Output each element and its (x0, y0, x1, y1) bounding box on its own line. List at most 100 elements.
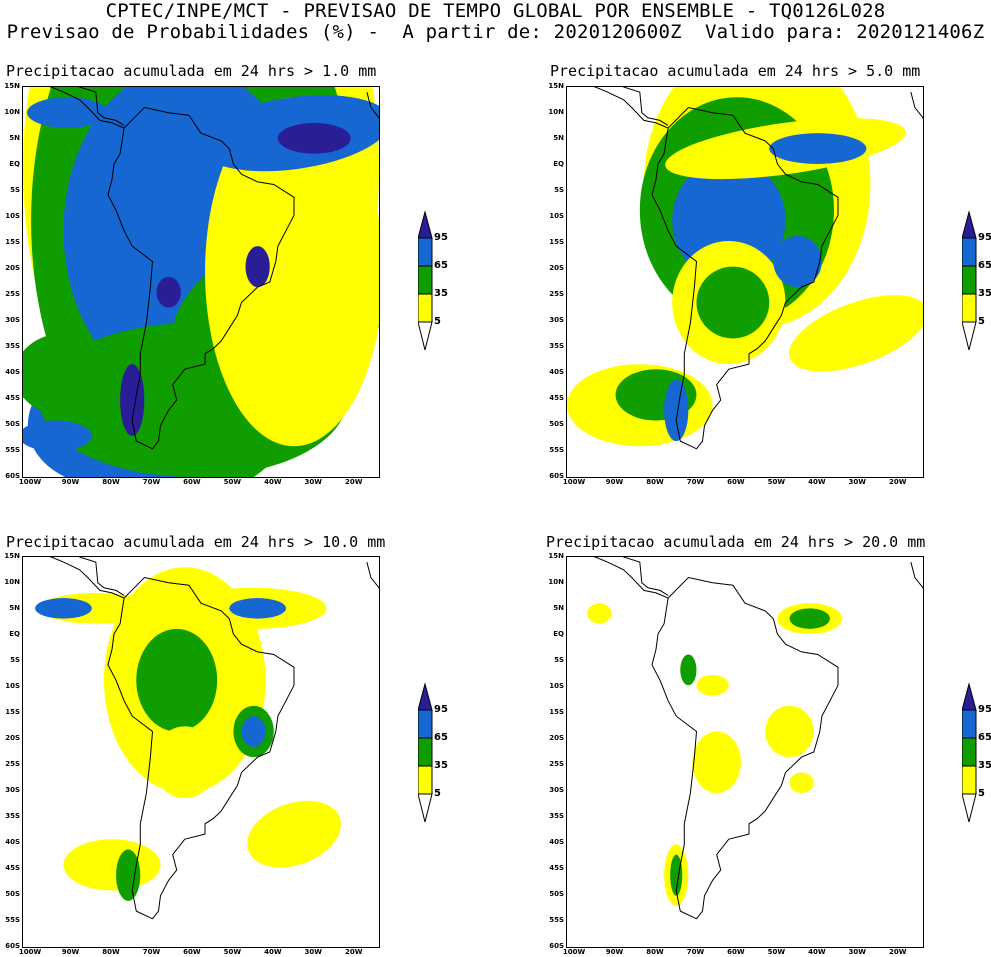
latitude-tick-label: 15S (549, 708, 564, 716)
colorbar-label: 5 (434, 316, 441, 327)
longitude-tick-label: 60W (727, 478, 745, 486)
colorbar-segment (417, 793, 433, 823)
probability-region (247, 800, 341, 868)
latitude-tick-label: 20S (5, 264, 20, 272)
latitude-tick-label: 35S (549, 342, 564, 350)
colorbar-2: 95 65 35 5 (961, 210, 991, 355)
latitude-tick-label: 60S (549, 942, 564, 950)
coastline (593, 87, 669, 129)
latitude-tick-label: 35S (5, 342, 20, 350)
latitude-tick-label: 45S (549, 394, 564, 402)
longitude-tick-label: 30W (304, 478, 322, 486)
probability-region (789, 608, 830, 629)
map-canvas (23, 87, 379, 477)
map-panel-1mm (22, 86, 380, 478)
longitude-tick-label: 40W (808, 478, 826, 486)
probability-region (23, 333, 112, 416)
probability-region (670, 854, 683, 896)
longitude-tick-label: 50W (767, 478, 786, 486)
colorbar-segment (961, 765, 977, 795)
longitude-tick-label: 20W (888, 948, 907, 956)
latitude-tick-label: 15N (548, 82, 564, 90)
colorbar-segment (417, 210, 433, 239)
latitude-tick-label: 5S (554, 186, 564, 194)
latitude-tick-label: 15N (4, 82, 20, 90)
colorbar-label: 35 (978, 288, 991, 299)
latitude-tick-label: 45S (549, 864, 564, 872)
latitude-tick-label: 20S (549, 264, 564, 272)
panel-title-3: Precipitacao acumulada em 24 hrs > 10.0 … (6, 533, 386, 551)
latitude-tick-label: 10N (4, 108, 20, 116)
latitude-tick-label: 55S (5, 446, 20, 454)
longitude-tick-label: 70W (142, 478, 161, 486)
latitude-tick-label: 10N (4, 578, 20, 586)
colorbar-segment (417, 321, 433, 351)
latitude-tick-label: 15S (5, 708, 20, 716)
latitude-tick-label: 15S (549, 238, 564, 246)
longitude-tick-label: 20W (344, 948, 363, 956)
latitude-tick-label: 55S (549, 446, 564, 454)
south-america-coastline (651, 106, 839, 450)
colorbar-segment (417, 237, 433, 267)
probability-region (156, 276, 181, 308)
latitude-tick-label: 5S (10, 186, 20, 194)
latitude-tick-label: 60S (5, 942, 20, 950)
longitude-tick-label: 40W (264, 478, 282, 486)
latitude-tick-label: 50S (5, 890, 20, 898)
colorbar-segment (961, 793, 977, 823)
colorbar-segment (961, 237, 977, 267)
latitude-tick-label: 40S (549, 368, 564, 376)
longitude-tick-label: 70W (686, 478, 705, 486)
latitude-tick-label: 10S (549, 682, 564, 690)
colorbar-label: 95 (434, 704, 448, 715)
longitude-tick-label: 30W (848, 478, 866, 486)
longitude-tick-label: 30W (848, 948, 866, 956)
latitude-tick-label: 40S (549, 838, 564, 846)
probability-region (680, 654, 697, 686)
coastline (623, 87, 669, 126)
probability-region (245, 246, 270, 288)
probability-region (789, 772, 814, 794)
longitude-tick-label: 80W (646, 948, 664, 956)
latitude-tick-label: 45S (5, 864, 20, 872)
latitude-tick-label: 40S (5, 838, 20, 846)
longitude-tick-label: 60W (183, 478, 201, 486)
latitude-tick-label: 25S (5, 760, 20, 768)
probability-region (789, 295, 923, 372)
colorbar-label: 5 (434, 788, 441, 799)
coastline (79, 557, 125, 596)
panel-title-1: Precipitacao acumulada em 24 hrs > 1.0 m… (6, 62, 377, 80)
colorbar-label: 95 (978, 704, 991, 715)
longitude-tick-label: 40W (264, 948, 282, 956)
probability-region (587, 603, 612, 624)
latitude-tick-label: 25S (549, 290, 564, 298)
map-canvas (587, 557, 923, 920)
longitude-tick-label: 100W (562, 948, 586, 956)
latitude-tick-label: 5N (9, 604, 20, 612)
coastline (910, 561, 923, 590)
map-panel-5mm (566, 86, 924, 478)
colorbar-label: 65 (434, 732, 448, 743)
colorbar-4: 95 65 35 5 (961, 682, 991, 827)
colorbar-segment (961, 682, 977, 711)
probability-region (692, 731, 741, 794)
latitude-tick-label: 45S (5, 394, 20, 402)
probability-region (696, 675, 729, 696)
colorbar-1: 95 65 35 5 (417, 210, 478, 355)
latitude-tick-label: 35S (549, 812, 564, 820)
map-canvas (35, 557, 379, 920)
latitude-tick-label: 10S (5, 212, 20, 220)
colorbar-segment (417, 682, 433, 711)
colorbar-segment (961, 709, 977, 739)
colorbar-segment (417, 709, 433, 739)
probability-region (229, 598, 286, 619)
latitude-tick-label: 10S (5, 682, 20, 690)
probability-region (63, 839, 161, 891)
colorbar-segment (961, 321, 977, 351)
probability-region (241, 716, 266, 747)
latitude-tick-label: 50S (549, 890, 564, 898)
coastline (366, 91, 379, 120)
latitude-tick-label: 10S (549, 212, 564, 220)
latitude-tick-label: 5S (554, 656, 564, 664)
colorbar-label: 65 (434, 260, 448, 271)
